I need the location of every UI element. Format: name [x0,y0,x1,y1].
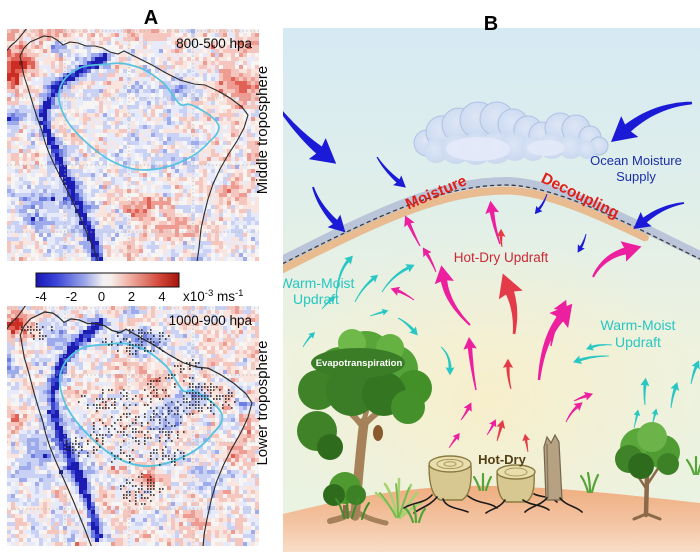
svg-text:Hot-Dry Updraft: Hot-Dry Updraft [454,250,549,265]
svg-text:800-500 hpa: 800-500 hpa [176,36,252,51]
svg-text:-2: -2 [66,289,78,304]
svg-text:Warm-Moist: Warm-Moist [601,317,676,333]
svg-text:Supply: Supply [616,169,656,184]
svg-text:Warm-Moist: Warm-Moist [280,275,355,291]
svg-text:x10-3 ms-1: x10-3 ms-1 [183,288,243,304]
svg-text:Hot-Dry: Hot-Dry [478,452,526,467]
svg-text:Lower troposphere: Lower troposphere [254,340,271,465]
svg-text:4: 4 [158,289,165,304]
svg-text:Evapotranspiration: Evapotranspiration [316,358,403,369]
svg-text:Ocean Moisture: Ocean Moisture [590,153,682,168]
svg-text:-4: -4 [35,289,47,304]
svg-text:Updraft: Updraft [293,291,339,307]
svg-text:1000-900 hpa: 1000-900 hpa [169,313,253,328]
svg-text:A: A [144,7,158,29]
svg-text:Updraft: Updraft [615,334,661,350]
svg-text:B: B [484,13,498,35]
svg-text:2: 2 [128,289,135,304]
svg-text:Middle troposphere: Middle troposphere [254,66,271,194]
svg-text:0: 0 [98,289,105,304]
